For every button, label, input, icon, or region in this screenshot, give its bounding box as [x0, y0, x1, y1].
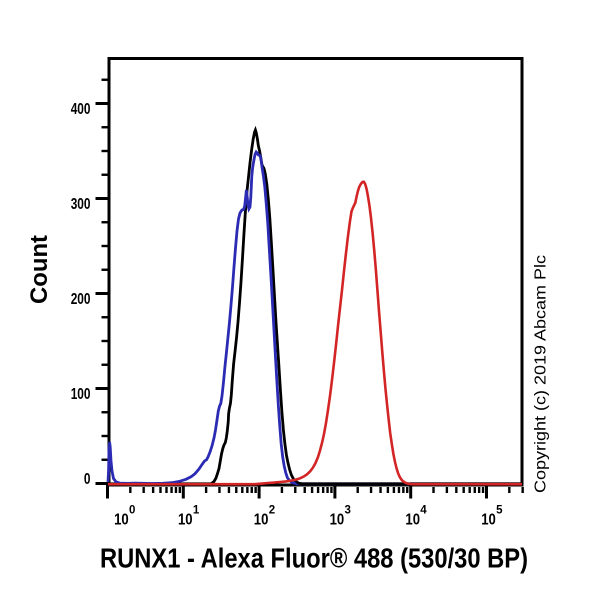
- svg-text:3: 3: [345, 505, 351, 517]
- svg-text:200: 200: [71, 291, 91, 308]
- svg-text:2: 2: [269, 505, 275, 517]
- svg-text:Count: Count: [26, 235, 53, 304]
- svg-text:10: 10: [330, 512, 345, 529]
- svg-text:0: 0: [129, 505, 135, 517]
- svg-text:300: 300: [71, 196, 91, 213]
- svg-text:5: 5: [496, 505, 503, 517]
- svg-text:100: 100: [71, 386, 91, 403]
- svg-text:1: 1: [193, 505, 200, 517]
- svg-text:400: 400: [71, 101, 91, 118]
- svg-text:10: 10: [254, 512, 269, 529]
- svg-text:0: 0: [84, 471, 91, 488]
- svg-text:10: 10: [405, 512, 420, 529]
- svg-text:10: 10: [114, 512, 129, 529]
- svg-text:10: 10: [481, 512, 496, 529]
- svg-text:4: 4: [420, 505, 427, 517]
- svg-text:Copyright (c) 2019 Abcam Plc: Copyright (c) 2019 Abcam Plc: [533, 255, 550, 493]
- svg-text:10: 10: [178, 512, 193, 529]
- svg-text:RUNX1 - Alexa Fluor® 488 (530/: RUNX1 - Alexa Fluor® 488 (530/30 BP): [100, 543, 528, 574]
